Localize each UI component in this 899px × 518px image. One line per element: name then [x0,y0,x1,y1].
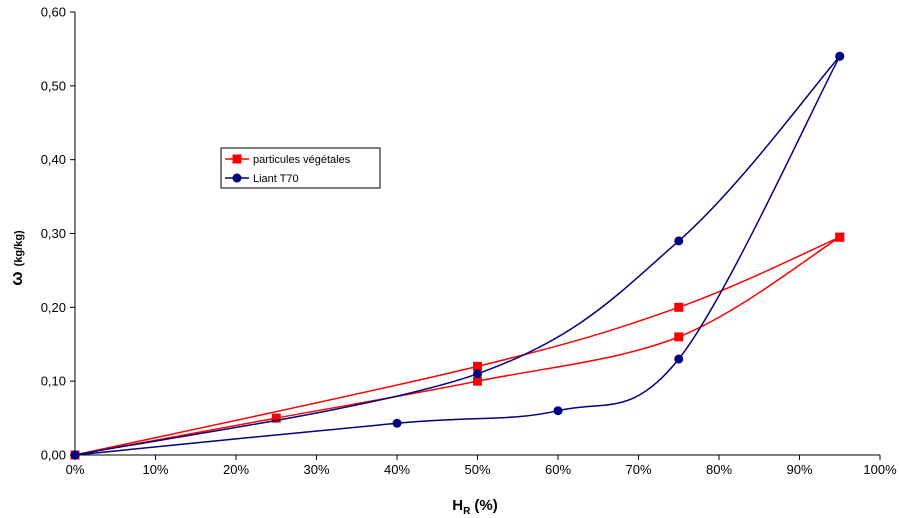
x-tick-label: 100% [863,462,897,477]
series-1-point [473,361,482,371]
x-tick-label: 90% [786,462,812,477]
x-tick-label: 80% [706,462,732,477]
y-tick-label: 0,60 [41,5,66,20]
y-axis-title-unit: (kg/kg) [13,230,25,266]
x-axis-title-main: H [452,497,463,514]
x-tick-label: 60% [545,462,571,477]
series-2-point [553,406,563,416]
x-axis-title: HR (%) [452,497,497,517]
y-axis-ticks: 0,00 0,10 0,20 0,30 0,40 0,50 0,60 [41,5,75,463]
x-axis-ticks: 0% 10% 20% 30% 40% 50% 60% 70% 80% 90% 100% [66,455,897,477]
series-1-point [674,332,684,342]
series-2-point [392,418,402,428]
x-tick-label: 30% [303,462,329,477]
legend-marker [232,173,242,183]
y-axis-title-main: ω [7,271,26,285]
y-tick-label: 0,30 [41,226,66,241]
series-1-curve-2 [74,236,841,456]
y-tick-label: 0,10 [41,374,66,389]
series-2-point [70,450,80,460]
legend-item-1: particules végétales [225,154,351,166]
x-tick-label: 40% [384,462,410,477]
x-axis-title-unit: (%) [474,497,497,514]
series-1-point [674,302,684,312]
series-2-curve-2 [74,55,841,456]
x-tick-label: 0% [66,462,85,477]
legend: particules végétales Liant T70 [220,147,381,189]
y-tick-label: 0,00 [41,448,66,463]
x-tick-label: 70% [625,462,651,477]
series-1 [70,232,845,460]
series-1-point [835,232,845,242]
plot-area [74,12,880,456]
series-layer [70,51,845,460]
series-2 [70,51,845,460]
series-1-point [271,413,281,423]
series-2-point [674,236,684,246]
legend-item-2: Liant T70 [225,173,299,185]
legend-box [220,147,381,189]
series-2-point [473,369,482,379]
legend-label: Liant T70 [253,173,299,185]
series-1-curve-1 [74,236,841,456]
series-2-curve-1 [74,55,841,456]
x-axis-title-subscript: R [463,506,471,517]
y-tick-label: 0,50 [41,78,66,93]
y-tick-label: 0,40 [41,152,66,167]
x-tick-label: 50% [464,462,490,477]
legend-label: particules végétales [253,154,351,166]
series-1-point [473,376,482,386]
series-2-point [674,354,684,364]
y-axis-title: ω (kg/kg) [7,230,26,286]
legend-marker [232,154,242,164]
x-tick-label: 10% [142,462,168,477]
x-tick-label: 20% [223,462,249,477]
series-2-point [835,51,845,61]
y-tick-label: 0,20 [41,300,66,315]
